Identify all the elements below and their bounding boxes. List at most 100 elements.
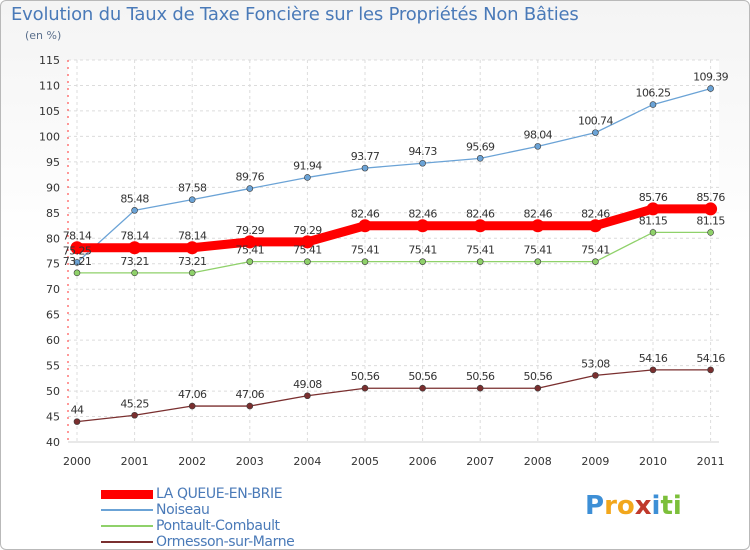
series-layer — [70, 85, 718, 425]
proxiti-logo: Proxiti — [585, 491, 682, 521]
data-label: 81.15 — [696, 214, 725, 227]
logo-letter: t — [660, 491, 673, 521]
data-point — [649, 229, 657, 236]
axis-layer: 40 45 50 55 60 65 70 75 80 85 90 95 100 105 110 115 2000… — [39, 54, 725, 468]
data-label: 85.76 — [639, 191, 668, 204]
data-label: 75.41 — [351, 244, 380, 257]
data-point — [73, 269, 81, 277]
data-label: 85.48 — [120, 192, 149, 205]
data-label: 79.29 — [236, 224, 265, 237]
data-label: 94.73 — [408, 145, 437, 158]
legend-label: LA QUEUE-EN-BRIE — [156, 486, 283, 502]
data-point — [704, 202, 718, 216]
data-point — [304, 392, 311, 400]
data-label: 53.08 — [581, 357, 610, 370]
data-label: 78.14 — [63, 230, 92, 243]
legend-label: Pontault-Combault — [156, 518, 280, 534]
data-label: 89.76 — [236, 171, 265, 184]
data-label: 98.04 — [524, 128, 553, 141]
data-point — [649, 101, 657, 108]
series-line — [77, 231, 711, 274]
x-tick-label: 2003 — [236, 455, 264, 468]
data-point — [73, 418, 81, 425]
data-label: 79.29 — [293, 224, 322, 237]
x-tick-label: 2004 — [293, 455, 321, 468]
data-point — [419, 384, 426, 392]
data-point — [476, 384, 484, 392]
data-point — [592, 372, 599, 379]
data-point — [707, 366, 714, 374]
data-point — [476, 258, 484, 265]
data-point — [188, 196, 196, 203]
data-point — [476, 155, 484, 162]
data-label: 45.25 — [120, 397, 149, 410]
data-label: 50.56 — [466, 370, 495, 383]
legend-label: Noiseau — [156, 502, 210, 518]
x-tick-label: 2000 — [63, 455, 91, 468]
data-point — [128, 241, 142, 255]
data-point — [588, 219, 602, 233]
data-point — [361, 164, 369, 172]
legend-swatch — [101, 489, 153, 499]
data-label: 93.77 — [351, 150, 380, 163]
legend-label: Ormesson-sur-Marne — [156, 534, 295, 550]
data-point — [707, 85, 714, 92]
y-tick-label: 60 — [46, 334, 60, 347]
data-point — [592, 258, 599, 265]
data-point — [185, 241, 199, 255]
data-point — [246, 185, 254, 192]
data-label: 75.41 — [408, 244, 437, 257]
data-label: 75.41 — [581, 244, 610, 257]
logo-letter: x — [634, 491, 652, 521]
series-line — [76, 87, 711, 263]
data-point — [416, 219, 430, 233]
data-label: 95.69 — [466, 140, 495, 153]
x-tick-label: 2005 — [351, 455, 379, 468]
y-tick-label: 50 — [46, 385, 60, 398]
data-point — [243, 235, 257, 249]
data-label: 78.14 — [178, 230, 207, 243]
data-label: 54.16 — [639, 352, 668, 365]
data-point — [361, 384, 369, 392]
data-label: 82.46 — [581, 208, 610, 221]
chart-title: Evolution du Taux de Taxe Foncière sur l… — [11, 4, 579, 25]
data-label: 75.25 — [63, 244, 92, 257]
x-tick-label: 2008 — [524, 455, 552, 468]
data-label: 82.46 — [524, 208, 553, 221]
series-line — [76, 369, 711, 423]
data-point — [649, 366, 657, 374]
legend-swatch — [101, 541, 153, 543]
data-label: 75.41 — [524, 244, 553, 257]
data-label: 50.56 — [408, 370, 437, 383]
logo-letter: r — [604, 491, 617, 521]
data-label: 81.15 — [639, 214, 668, 227]
y-tick-label: 115 — [39, 54, 60, 67]
data-label: 54.16 — [696, 352, 725, 365]
data-label: 100.74 — [578, 115, 613, 128]
data-point — [419, 159, 426, 167]
data-label: 75.41 — [293, 244, 322, 257]
data-point — [73, 259, 81, 266]
data-point — [246, 258, 254, 265]
legend-swatch — [101, 509, 153, 511]
data-label: 50.56 — [351, 370, 380, 383]
x-tick-label: 2009 — [581, 455, 609, 468]
data-label: 85.76 — [696, 191, 725, 204]
y-tick-label: 80 — [46, 232, 60, 245]
data-label: 44 — [71, 404, 84, 417]
logo-letter: i — [651, 491, 661, 521]
series-line — [77, 204, 711, 253]
data-label: 47.06 — [178, 388, 207, 401]
data-point — [707, 229, 714, 236]
chart-subtitle: (en %) — [25, 29, 62, 42]
x-tick-label: 2007 — [466, 455, 494, 468]
data-point — [419, 258, 426, 265]
data-point — [70, 241, 84, 255]
data-point — [473, 219, 487, 233]
data-point — [361, 258, 369, 265]
x-tick-label: 2002 — [178, 455, 206, 468]
data-point — [531, 219, 545, 233]
data-label: 109.39 — [693, 71, 728, 84]
